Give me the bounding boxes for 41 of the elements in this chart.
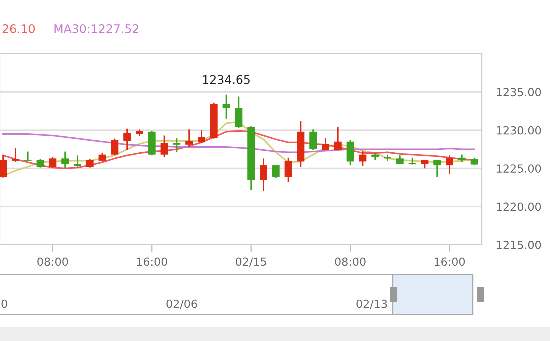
text: MA30:1227.52: [54, 24, 139, 34]
x-tick-label: 16:00: [434, 258, 466, 266]
candlestick: [74, 154, 82, 168]
candlestick: [0, 154, 8, 178]
candlestick: [173, 137, 181, 154]
candlestick: [198, 130, 206, 144]
candlestick: [222, 94, 230, 120]
x-tick-label: 16:00: [137, 258, 168, 266]
annotation: 1234.65: [203, 75, 250, 84]
candlestick: [346, 140, 354, 166]
candlestick: [260, 158, 268, 192]
text: 0: [2, 300, 8, 308]
candlestick: [322, 137, 330, 151]
candlestick: [12, 147, 20, 164]
y-tick-label: 1215.00: [497, 240, 542, 250]
y-tick-label: 1235.00: [497, 88, 542, 97]
candlestick: [284, 157, 292, 184]
candlestick: [334, 126, 342, 151]
candlestick: [62, 151, 70, 170]
candlestick: [111, 138, 119, 156]
text: 02/06: [166, 300, 198, 310]
x-tick-label: 08:00: [38, 258, 68, 266]
y-tick-label: 1230.00: [497, 126, 542, 135]
candlestick: [160, 135, 168, 158]
candlestick: [148, 130, 156, 156]
candlestick: [272, 164, 280, 180]
candlestick: [434, 160, 442, 178]
candlestick: [49, 156, 57, 169]
candlestick: [124, 128, 132, 151]
text: 26.10: [2, 24, 36, 34]
y-tick-label: 1225.00: [497, 164, 542, 173]
candlestick: [310, 128, 318, 151]
candlestick: [186, 128, 194, 148]
candlestick: [446, 154, 454, 175]
x-tick-label: 08:00: [335, 258, 366, 266]
text: 02/13: [356, 300, 388, 310]
candlestick: [235, 96, 243, 129]
x-tick-label: 02/15: [236, 258, 266, 267]
y-tick-label: 1220.00: [497, 202, 542, 212]
candlestick: [24, 151, 32, 162]
candlestick: [359, 150, 367, 168]
